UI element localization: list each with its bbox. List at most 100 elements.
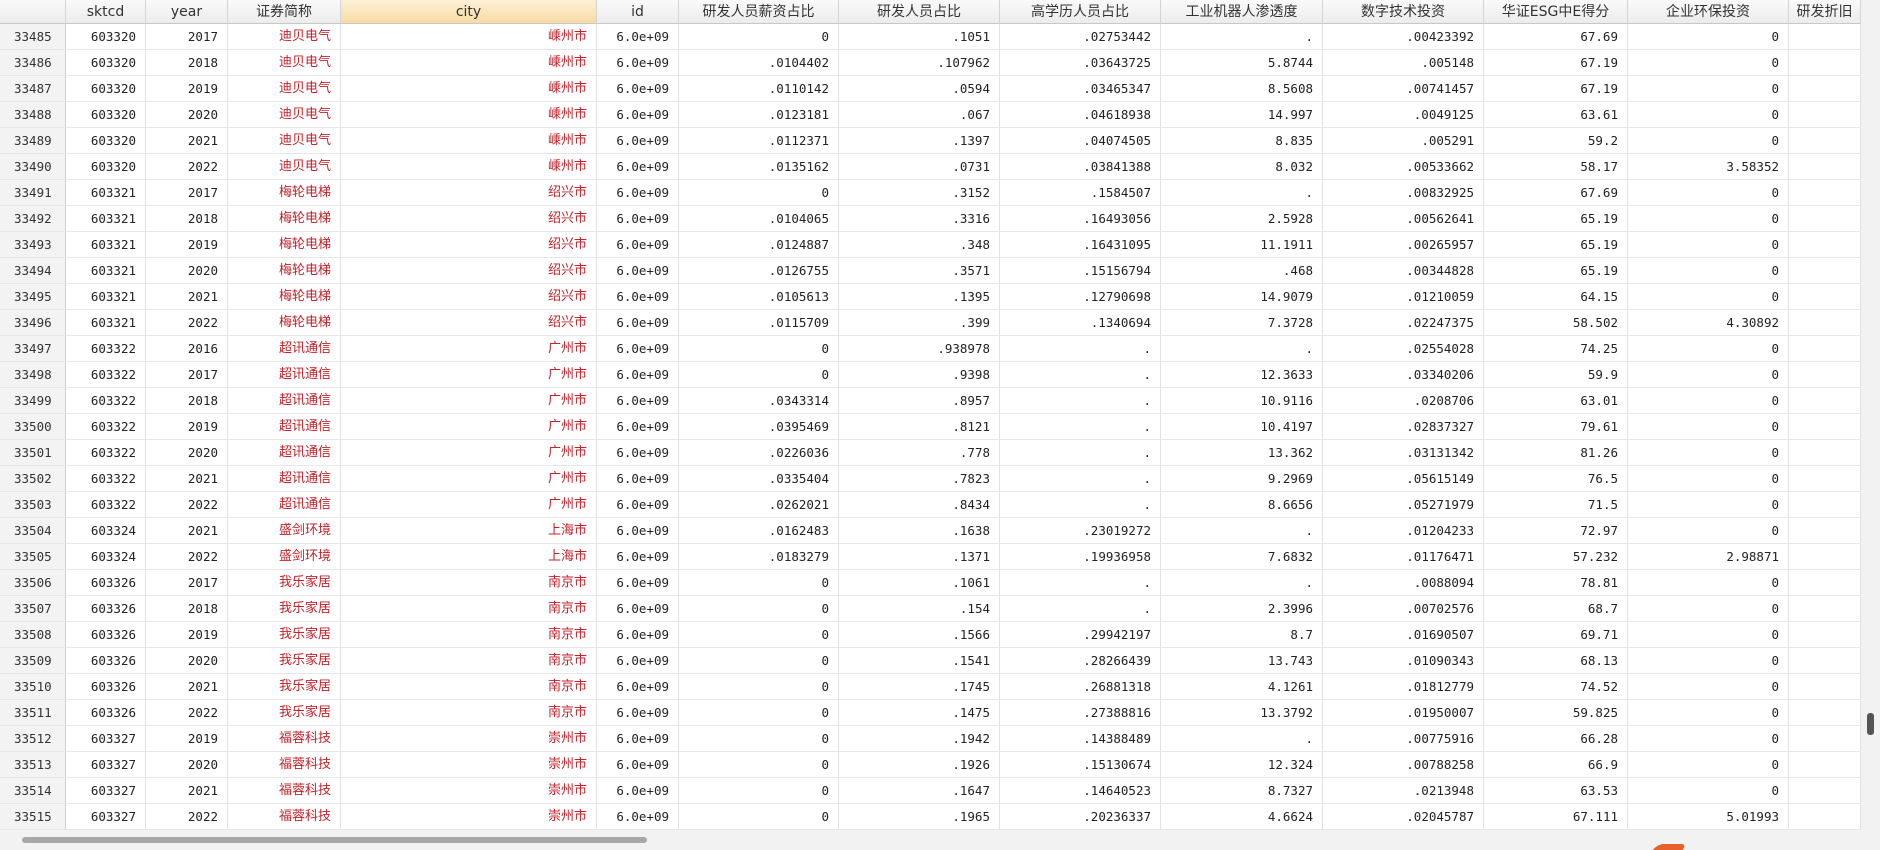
cell: 广州市	[341, 440, 597, 466]
column-header[interactable]: city	[341, 0, 597, 24]
cell: 6.0e+09	[597, 440, 679, 466]
cell: .1541	[839, 648, 1000, 674]
cell: 南京市	[341, 570, 597, 596]
cell: 6.0e+09	[597, 726, 679, 752]
cell: .0104065	[679, 206, 839, 232]
row-number: 33491	[0, 180, 66, 206]
row-number: 33511	[0, 700, 66, 726]
cell: 6.0e+09	[597, 648, 679, 674]
row-number: 33512	[0, 726, 66, 752]
cell: 58.502	[1484, 310, 1628, 336]
cell: 66.28	[1484, 726, 1628, 752]
cell: 2.3996	[1161, 596, 1323, 622]
cell: .28266439	[1000, 648, 1161, 674]
cell: 嵊州市	[341, 50, 597, 76]
row-number: 33508	[0, 622, 66, 648]
cell: 76.5	[1484, 466, 1628, 492]
cell: .8957	[839, 388, 1000, 414]
cell: 2017	[146, 362, 228, 388]
cell: 59.825	[1484, 700, 1628, 726]
cell: 6.0e+09	[597, 50, 679, 76]
cell: 2019	[146, 622, 228, 648]
cell-empty	[1789, 336, 1861, 362]
cell: .0262021	[679, 492, 839, 518]
cell: 南京市	[341, 700, 597, 726]
row-number: 33488	[0, 102, 66, 128]
row-number: 33515	[0, 804, 66, 830]
cell: 我乐家居	[228, 674, 341, 700]
cell: .16431095	[1000, 232, 1161, 258]
row-number: 33499	[0, 388, 66, 414]
cell: 0	[679, 752, 839, 778]
cell: 2.5928	[1161, 206, 1323, 232]
row-number: 33497	[0, 336, 66, 362]
cell: 崇州市	[341, 752, 597, 778]
cell: 梅轮电梯	[228, 232, 341, 258]
cell: .14388489	[1000, 726, 1161, 752]
cell: 6.0e+09	[597, 518, 679, 544]
cell: .02753442	[1000, 24, 1161, 50]
cell: .04618938	[1000, 102, 1161, 128]
horizontal-scrollbar[interactable]	[0, 830, 1880, 850]
cell: 绍兴市	[341, 258, 597, 284]
cell: 603321	[66, 206, 146, 232]
cell: 迪贝电气	[228, 50, 341, 76]
cell: 0	[1628, 232, 1789, 258]
cell: .0049125	[1323, 102, 1484, 128]
cell: 57.232	[1484, 544, 1628, 570]
cell: 0	[1628, 362, 1789, 388]
cell: .16493056	[1000, 206, 1161, 232]
column-header: year	[146, 0, 228, 24]
row-number: 33510	[0, 674, 66, 700]
cell: 嵊州市	[341, 76, 597, 102]
cell: .02247375	[1323, 310, 1484, 336]
cell: .01176471	[1323, 544, 1484, 570]
cell: .05615149	[1323, 466, 1484, 492]
horizontal-scroll-thumb[interactable]	[22, 837, 647, 843]
cell: 603320	[66, 24, 146, 50]
cell-empty	[1789, 648, 1861, 674]
cell: .26881318	[1000, 674, 1161, 700]
cell: .1926	[839, 752, 1000, 778]
cell: .1371	[839, 544, 1000, 570]
cell: 6.0e+09	[597, 544, 679, 570]
row-number: 33501	[0, 440, 66, 466]
cell: 超讯通信	[228, 336, 341, 362]
cell: 8.6656	[1161, 492, 1323, 518]
cell: 6.0e+09	[597, 466, 679, 492]
cell: .1638	[839, 518, 1000, 544]
cell-empty	[1789, 24, 1861, 50]
cell: .0110142	[679, 76, 839, 102]
cell: 0	[1628, 466, 1789, 492]
cell: 崇州市	[341, 726, 597, 752]
cell: .3316	[839, 206, 1000, 232]
cell: 6.0e+09	[597, 700, 679, 726]
cell: .01204233	[1323, 518, 1484, 544]
cell-empty	[1789, 154, 1861, 180]
cell: 广州市	[341, 492, 597, 518]
cell: .01210059	[1323, 284, 1484, 310]
cell: .	[1000, 388, 1161, 414]
cell: 0	[1628, 674, 1789, 700]
cell: 603326	[66, 570, 146, 596]
cell: 0	[1628, 258, 1789, 284]
cell: 2022	[146, 544, 228, 570]
cell-empty	[1789, 258, 1861, 284]
cell: 6.0e+09	[597, 388, 679, 414]
column-header: 研发折旧	[1789, 0, 1861, 24]
cell: .0115709	[679, 310, 839, 336]
cell: .005148	[1323, 50, 1484, 76]
cell: 603320	[66, 102, 146, 128]
cell: 603322	[66, 492, 146, 518]
cell: .	[1161, 518, 1323, 544]
vertical-scrollbar[interactable]	[1861, 0, 1880, 830]
vertical-scroll-thumb[interactable]	[1867, 713, 1874, 735]
cell: .7823	[839, 466, 1000, 492]
cell: 梅轮电梯	[228, 284, 341, 310]
cell: 2021	[146, 674, 228, 700]
cell: .0226036	[679, 440, 839, 466]
cell: 6.0e+09	[597, 674, 679, 700]
cell: 0	[1628, 622, 1789, 648]
cell-empty	[1789, 544, 1861, 570]
cell: 2017	[146, 180, 228, 206]
